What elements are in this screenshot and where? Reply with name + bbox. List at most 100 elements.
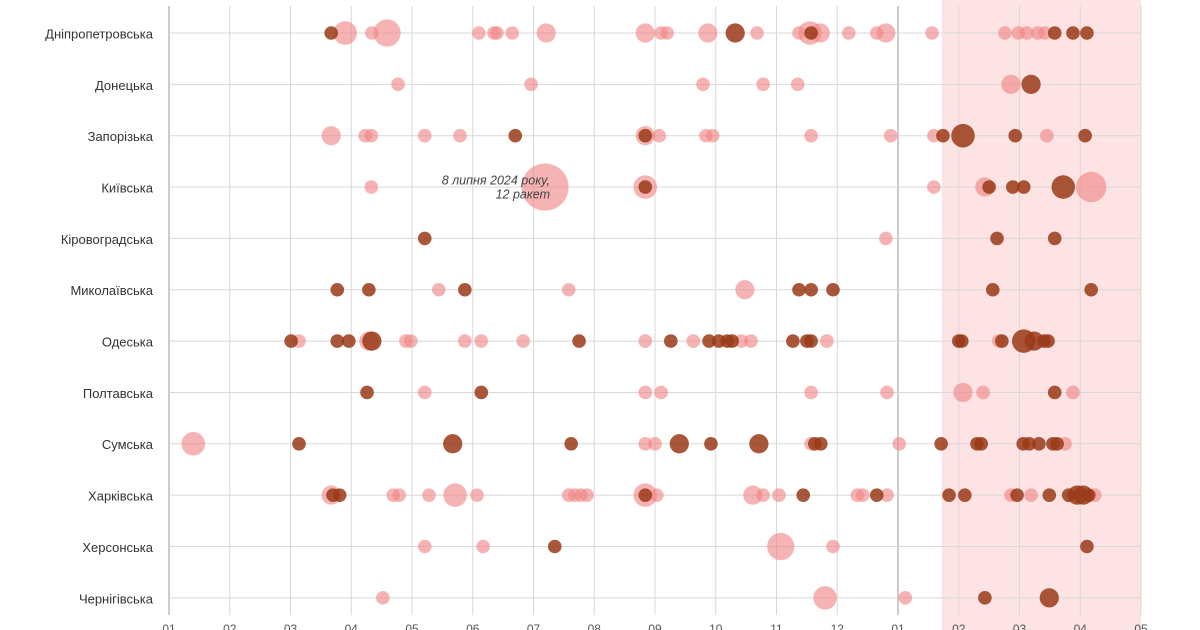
bubble [330,282,345,297]
bubble [704,437,718,451]
bubble [321,126,341,146]
bubble [1066,385,1080,400]
bubble [476,539,490,554]
bubble [443,483,467,507]
bubble [1010,488,1024,502]
x-tick-label: 04 [345,622,359,630]
bubble [638,437,653,451]
bubble [820,334,834,348]
bubble [1047,385,1062,400]
x-tick-label: 12 [831,622,845,630]
bubble [813,586,837,610]
bubble [855,488,870,502]
row-label: Дніпропетровська [45,26,154,41]
bubble [698,23,718,43]
bubble [474,334,489,348]
bubble [1001,74,1021,94]
bubble [638,385,653,400]
bubble [841,26,856,40]
bubble [561,282,576,297]
bubble [792,282,806,297]
bubble [702,334,716,348]
bubble [934,437,948,451]
bubble [772,488,786,502]
bubble [638,488,653,502]
bubble [804,282,818,297]
bubble [725,334,739,348]
bubble [417,128,432,143]
bubble [892,437,907,451]
row-label: Полтавська [83,386,154,401]
bubble [790,77,805,92]
bubble [572,334,586,348]
bubble [638,334,653,348]
x-tick-label: 10 [709,622,723,630]
x-tick-label: 06 [466,622,480,630]
bubble [1032,437,1046,451]
bubble [417,385,432,400]
row-label: Київська [101,180,153,195]
bubble [1021,74,1041,94]
bubble [756,488,770,502]
bubble [650,488,664,502]
bubble [705,128,720,143]
bubble [638,180,653,194]
bubble [898,591,913,605]
bubble [284,334,298,348]
bubble [635,23,655,43]
x-tick-label: 03 [284,622,298,630]
bubble [638,128,653,143]
bubble [292,437,306,451]
bubble [880,385,894,400]
bubble [876,23,896,43]
bubble [376,591,390,605]
bubble [1042,488,1057,502]
bubble [1016,180,1031,194]
bubble [1066,26,1080,40]
bubble [1080,26,1094,40]
bubble [976,385,990,400]
bubble [547,539,562,554]
annotation: 8 липня 2024 року, [442,173,550,187]
bubbles [181,19,1107,610]
bubble [1019,26,1034,40]
row-label: Миколаївська [70,283,153,298]
bubble [648,437,662,451]
bubble [373,19,401,47]
bubble [804,26,818,40]
bubble [982,180,996,194]
bubble [470,488,484,502]
bubble [536,23,556,43]
row-label: Херсонська [82,540,153,555]
bubble [1047,231,1062,246]
bubble [1024,488,1038,502]
row-label: Запорізька [88,129,154,144]
bubble [1078,128,1092,143]
bubble [985,282,1000,297]
bubble [490,26,504,40]
bubble [443,434,463,454]
row-label: Сумська [102,437,154,452]
bubble [942,488,956,502]
bubble [880,488,894,502]
bubble [826,282,840,297]
bubble [324,26,339,40]
annotation: 12 ракет [496,187,550,201]
bubble [458,334,472,348]
x-tick-label: 05 [405,622,419,630]
row-label: Донецька [95,78,154,93]
bubble [663,334,678,348]
bubble [814,437,828,451]
bubble [472,26,486,40]
bubble [750,26,764,40]
bubble [505,26,520,40]
bubble [332,488,347,502]
bubble [953,382,973,403]
bubble [954,334,969,348]
bubble [669,434,689,454]
bubble [660,26,674,40]
bubble [869,488,884,502]
bubble [431,282,446,297]
bubble [1050,437,1064,451]
bubble [1024,331,1044,351]
